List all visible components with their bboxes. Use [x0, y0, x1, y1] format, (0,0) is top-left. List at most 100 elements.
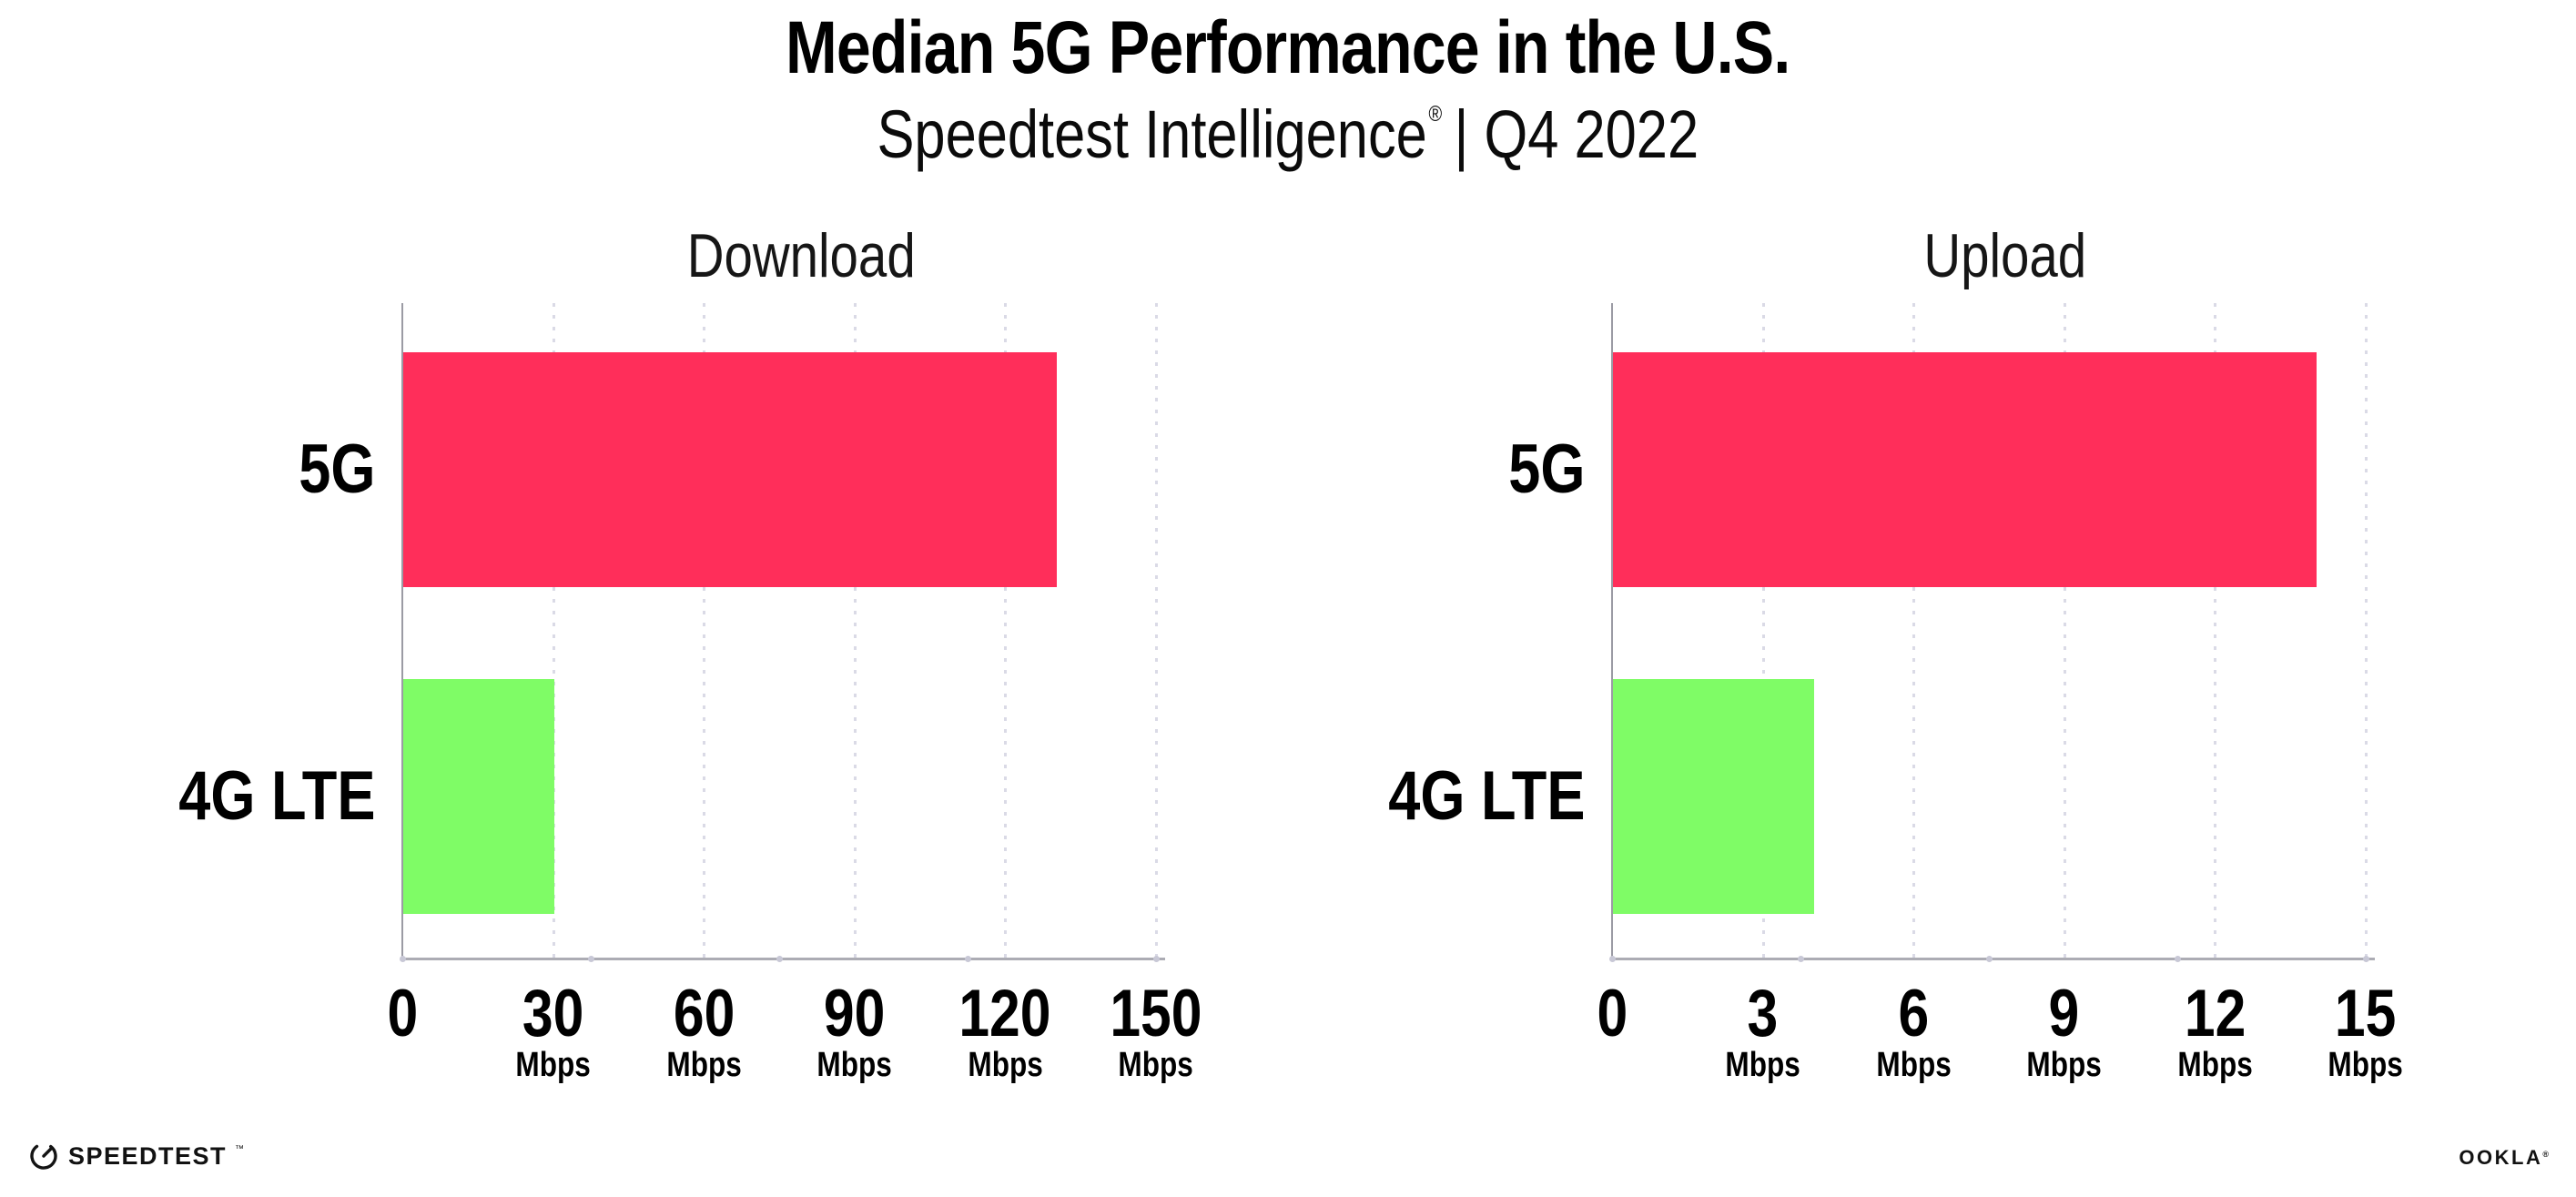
category-label-5g-download: 5G [102, 352, 375, 587]
x-axis-upload [1610, 958, 2375, 960]
x-tick-value: 150 [1110, 977, 1202, 1050]
x-tick-12-upload: 12 [2115, 980, 2315, 1047]
x-tick-30-download: 30 [453, 980, 654, 1047]
gridline-60-download [703, 303, 706, 958]
x-tick-value: 30 [522, 977, 584, 1050]
ookla-registered-mark: ® [2542, 1150, 2549, 1159]
axis-tick-dot [2363, 956, 2369, 962]
gridline-15-upload [2365, 303, 2368, 958]
x-tick-unit-3-upload: Mbps [1663, 1048, 1863, 1082]
category-label-5g-upload: 5G [1312, 352, 1585, 587]
x-tick-unit-15-upload: Mbps [2266, 1048, 2466, 1082]
page-title-text: Median 5G Performance in the U.S. [786, 6, 1790, 89]
gauge-needle [42, 1146, 54, 1158]
x-tick-unit-120-download: Mbps [905, 1048, 1105, 1082]
x-tick-unit-30-download: Mbps [453, 1048, 654, 1082]
page-title: Median 5G Performance in the U.S. [0, 11, 2576, 86]
ookla-logo: OOKLA® [2403, 1148, 2549, 1168]
x-tick-unit-text: Mbps [1876, 1046, 1952, 1084]
trademark-mark: ™ [235, 1143, 245, 1154]
category-label-text: 5G [1507, 431, 1585, 508]
x-tick-9-upload: 9 [1964, 980, 2165, 1047]
category-label-4g-lte-download: 4G LTE [102, 679, 375, 914]
x-tick-unit-text: Mbps [2177, 1046, 2253, 1084]
x-tick-value: 0 [387, 977, 418, 1050]
axis-tick-dot [1798, 956, 1804, 962]
axis-tick-dot [588, 956, 594, 962]
x-tick-value: 9 [2048, 977, 2080, 1050]
x-tick-unit-text: Mbps [1118, 1046, 1194, 1084]
axis-tick-dot [400, 956, 406, 962]
chart-title-download: Download [437, 225, 1165, 287]
y-axis-download [401, 303, 403, 958]
gridline-30-download [552, 303, 555, 958]
x-axis-download [401, 958, 1165, 960]
x-tick-unit-text: Mbps [515, 1046, 591, 1084]
gauge-ring [30, 1142, 57, 1170]
x-tick-value: 120 [958, 977, 1051, 1050]
bar-5g-upload [1613, 352, 2317, 587]
gridline-6-upload [1912, 303, 1916, 958]
gridline-120-download [1004, 303, 1008, 958]
axis-tick-dot [1986, 956, 1993, 962]
subtitle-period: | Q4 2022 [1454, 96, 1699, 172]
x-tick-unit-text: Mbps [2328, 1046, 2404, 1084]
x-tick-unit-text: Mbps [666, 1046, 742, 1084]
x-tick-unit-text: Mbps [968, 1046, 1043, 1084]
x-tick-value: 12 [2184, 977, 2246, 1050]
x-tick-unit-90-download: Mbps [755, 1048, 955, 1082]
category-label-4g-lte-upload: 4G LTE [1312, 679, 1585, 914]
chart-title-upload: Upload [1641, 225, 2369, 287]
bar-4g-lte-upload [1613, 679, 1814, 914]
x-tick-unit-60-download: Mbps [603, 1048, 804, 1082]
gridline-3-upload [1761, 303, 1765, 958]
bar-5g-download [403, 352, 1057, 587]
x-tick-value: 3 [1747, 977, 1779, 1050]
category-label-text: 4G LTE [177, 757, 375, 835]
gridline-150-download [1155, 303, 1158, 958]
x-tick-unit-12-upload: Mbps [2115, 1048, 2315, 1082]
axis-tick-dot [2175, 956, 2181, 962]
x-tick-unit-text: Mbps [2026, 1046, 2102, 1084]
chart-title-text: Upload [1923, 221, 2087, 290]
gridline-90-download [853, 303, 857, 958]
gridline-9-upload [2063, 303, 2066, 958]
x-tick-unit-text: Mbps [1725, 1046, 1800, 1084]
x-tick-unit-150-download: Mbps [1056, 1048, 1256, 1082]
axis-tick-dot [1609, 956, 1616, 962]
x-tick-unit-text: Mbps [816, 1046, 892, 1084]
x-tick-60-download: 60 [603, 980, 804, 1047]
gridline-12-upload [2214, 303, 2217, 958]
page-subtitle: Speedtest Intelligence® | Q4 2022 [0, 101, 2576, 168]
ookla-logo-text: OOKLA [2459, 1146, 2543, 1169]
speedtest-logo-text: SPEEDTEST [68, 1141, 228, 1170]
x-tick-unit-6-upload: Mbps [1813, 1048, 2013, 1082]
x-tick-3-upload: 3 [1663, 980, 1863, 1047]
x-tick-unit-9-upload: Mbps [1964, 1048, 2165, 1082]
x-tick-value: 15 [2335, 977, 2397, 1050]
axis-tick-dot [1153, 956, 1160, 962]
subtitle-inner: Speedtest Intelligence® | Q4 2022 [877, 101, 1699, 168]
subtitle-brand: Speedtest Intelligence [877, 96, 1428, 172]
x-tick-value: 90 [824, 977, 886, 1050]
x-tick-0-upload: 0 [1512, 980, 1712, 1047]
x-tick-0-download: 0 [302, 980, 502, 1047]
x-tick-6-upload: 6 [1813, 980, 2013, 1047]
category-label-text: 5G [298, 431, 375, 508]
x-tick-90-download: 90 [755, 980, 955, 1047]
x-tick-value: 6 [1898, 977, 1930, 1050]
category-label-text: 4G LTE [1387, 757, 1585, 835]
axis-tick-dot [776, 956, 783, 962]
bar-4g-lte-download [403, 679, 554, 914]
x-tick-15-upload: 15 [2266, 980, 2466, 1047]
axis-tick-dot [965, 956, 971, 962]
speedtest-gauge-icon [30, 1142, 57, 1170]
speedtest-logo: SPEEDTEST ™ [27, 1140, 244, 1172]
x-tick-120-download: 120 [905, 980, 1105, 1047]
chart-title-text: Download [686, 221, 916, 290]
registered-mark: ® [1428, 102, 1443, 127]
x-tick-150-download: 150 [1056, 980, 1256, 1047]
x-tick-value: 60 [673, 977, 735, 1050]
x-tick-value: 0 [1597, 977, 1628, 1050]
